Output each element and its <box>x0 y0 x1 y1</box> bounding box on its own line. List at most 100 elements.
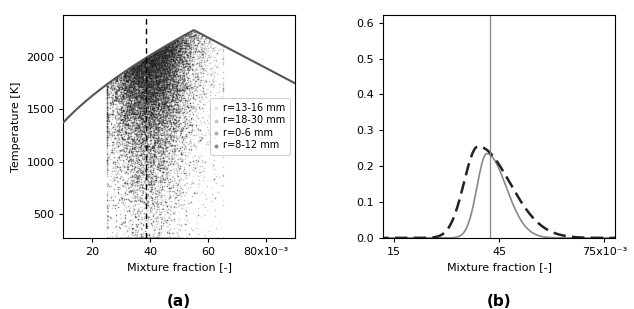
r=13-16 mm <box>102 92 112 97</box>
r=8-12 mm <box>162 99 172 104</box>
r=18-30 mm <box>206 146 216 151</box>
r=13-16 mm <box>161 109 171 114</box>
r=0-6 mm <box>146 71 157 76</box>
r=0-6 mm <box>165 67 175 72</box>
r=13-16 mm <box>135 112 145 117</box>
r=8-12 mm <box>134 78 144 83</box>
r=0-6 mm <box>123 122 133 127</box>
r=18-30 mm <box>139 107 149 112</box>
r=0-6 mm <box>136 63 146 68</box>
r=8-12 mm <box>155 87 165 91</box>
r=18-30 mm <box>206 133 216 138</box>
r=8-12 mm <box>141 162 151 167</box>
r=8-12 mm <box>140 81 150 86</box>
r=18-30 mm <box>173 149 183 154</box>
r=8-12 mm <box>131 104 141 109</box>
r=8-12 mm <box>146 57 157 62</box>
r=18-30 mm <box>164 48 174 53</box>
r=13-16 mm <box>162 128 172 133</box>
r=0-6 mm <box>159 169 169 174</box>
r=0-6 mm <box>141 74 151 79</box>
r=0-6 mm <box>138 68 148 73</box>
r=8-12 mm <box>131 180 141 184</box>
r=18-30 mm <box>197 63 207 68</box>
r=18-30 mm <box>186 32 197 37</box>
r=0-6 mm <box>165 72 175 77</box>
r=0-6 mm <box>115 158 125 163</box>
r=0-6 mm <box>122 164 132 169</box>
r=13-16 mm <box>169 120 179 125</box>
r=18-30 mm <box>166 64 176 69</box>
r=8-12 mm <box>183 232 193 237</box>
r=8-12 mm <box>140 60 150 65</box>
r=13-16 mm <box>162 64 172 69</box>
r=0-6 mm <box>136 82 146 87</box>
r=8-12 mm <box>172 50 183 55</box>
r=13-16 mm <box>139 74 149 79</box>
r=18-30 mm <box>102 208 112 213</box>
r=13-16 mm <box>175 83 185 88</box>
r=8-12 mm <box>179 123 190 128</box>
r=18-30 mm <box>155 63 165 68</box>
r=13-16 mm <box>102 83 112 87</box>
r=8-12 mm <box>137 168 147 173</box>
r=18-30 mm <box>164 221 174 226</box>
r=13-16 mm <box>146 96 156 101</box>
r=8-12 mm <box>134 72 144 77</box>
r=18-30 mm <box>179 193 189 197</box>
r=8-12 mm <box>114 85 124 90</box>
r=13-16 mm <box>146 132 157 137</box>
r=8-12 mm <box>149 228 159 233</box>
r=13-16 mm <box>169 128 179 133</box>
r=13-16 mm <box>119 108 129 113</box>
r=8-12 mm <box>102 93 112 98</box>
r=13-16 mm <box>135 61 145 66</box>
r=18-30 mm <box>159 85 169 90</box>
r=13-16 mm <box>146 57 156 61</box>
r=8-12 mm <box>149 81 159 86</box>
r=18-30 mm <box>126 226 136 231</box>
r=18-30 mm <box>164 235 174 240</box>
r=13-16 mm <box>187 36 197 41</box>
r=13-16 mm <box>157 110 167 115</box>
r=18-30 mm <box>157 164 167 169</box>
r=18-30 mm <box>158 235 169 240</box>
r=13-16 mm <box>133 81 143 86</box>
r=13-16 mm <box>182 90 192 95</box>
r=0-6 mm <box>126 83 136 87</box>
r=0-6 mm <box>177 35 187 40</box>
r=8-12 mm <box>129 85 139 90</box>
r=13-16 mm <box>132 100 142 105</box>
r=13-16 mm <box>193 102 203 107</box>
r=0-6 mm <box>148 55 158 60</box>
r=8-12 mm <box>119 149 129 154</box>
r=18-30 mm <box>120 91 130 96</box>
r=0-6 mm <box>134 68 145 73</box>
r=13-16 mm <box>109 77 119 82</box>
r=0-6 mm <box>150 57 160 61</box>
r=0-6 mm <box>148 135 158 140</box>
r=8-12 mm <box>161 46 171 51</box>
r=8-12 mm <box>153 116 164 121</box>
r=0-6 mm <box>157 60 167 65</box>
r=0-6 mm <box>120 84 130 89</box>
r=18-30 mm <box>162 94 172 99</box>
r=0-6 mm <box>141 143 151 148</box>
r=8-12 mm <box>123 101 133 106</box>
r=18-30 mm <box>163 115 173 120</box>
r=8-12 mm <box>131 180 141 184</box>
r=8-12 mm <box>164 104 174 109</box>
r=0-6 mm <box>171 63 181 68</box>
r=13-16 mm <box>125 199 135 204</box>
r=0-6 mm <box>119 98 129 103</box>
r=8-12 mm <box>194 48 204 53</box>
r=13-16 mm <box>142 70 152 75</box>
r=13-16 mm <box>198 106 209 111</box>
r=18-30 mm <box>189 43 199 48</box>
r=13-16 mm <box>137 70 147 75</box>
r=8-12 mm <box>172 100 182 105</box>
r=18-30 mm <box>162 114 172 119</box>
r=8-12 mm <box>164 66 174 71</box>
r=18-30 mm <box>134 83 144 87</box>
r=18-30 mm <box>169 147 179 152</box>
